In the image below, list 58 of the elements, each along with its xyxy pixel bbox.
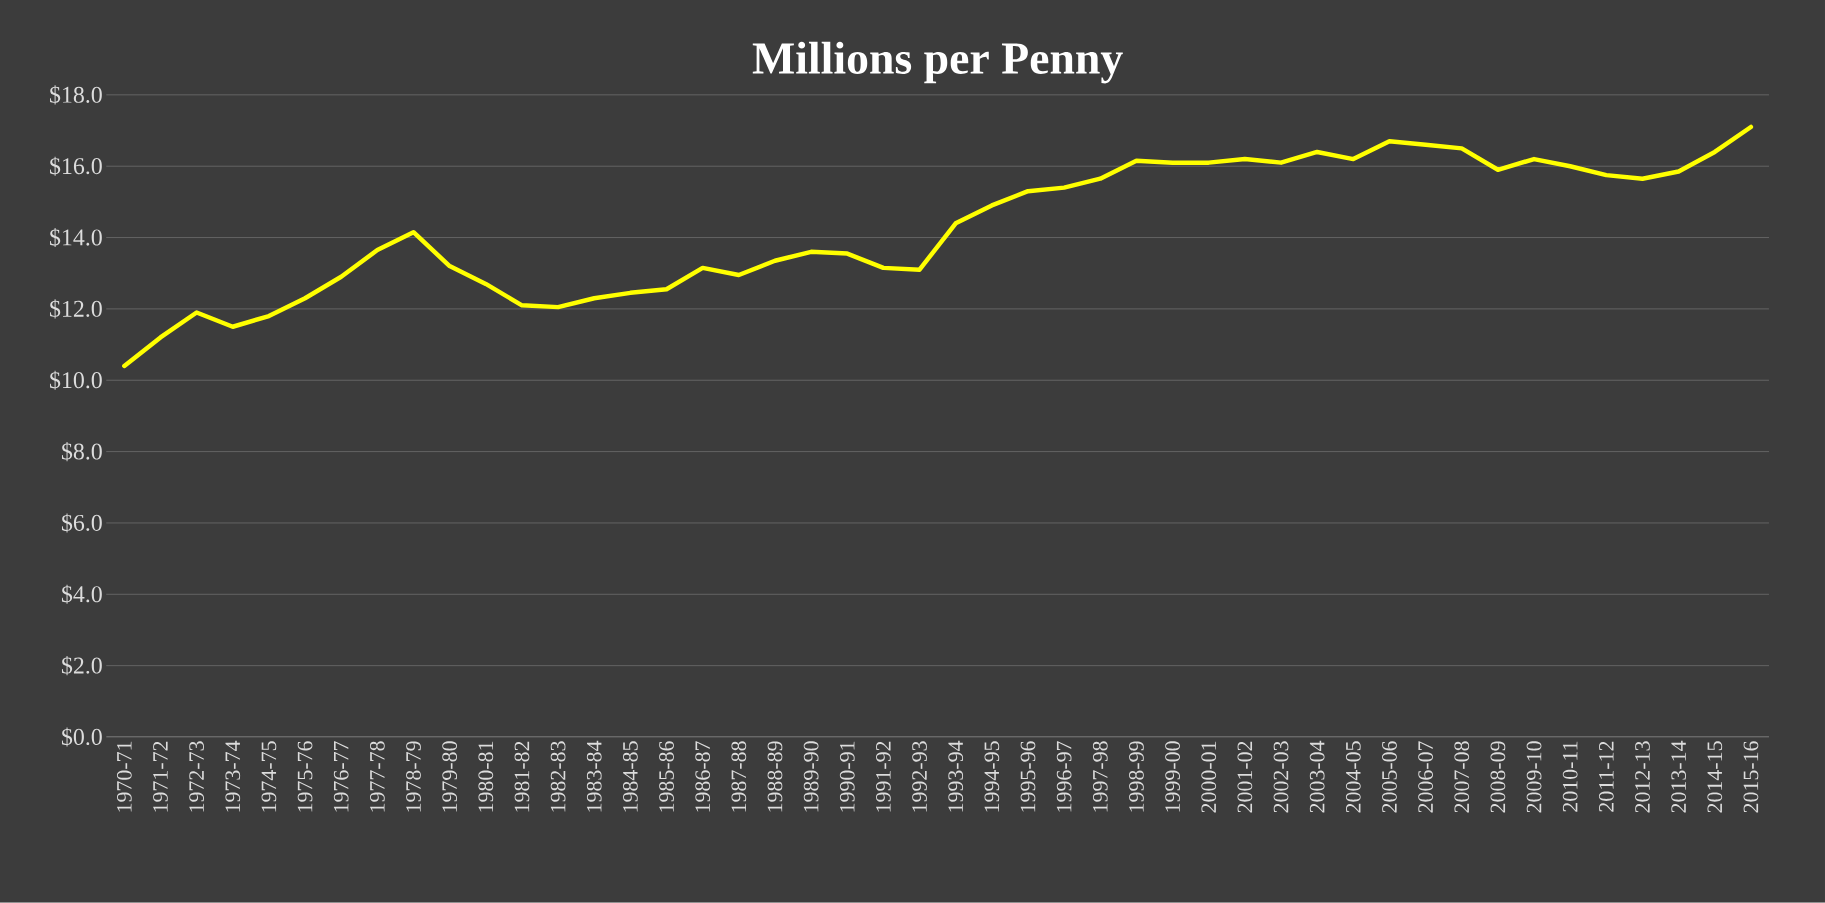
x-tick-label: 2000-01 [1201,741,1217,813]
x-tick-label: 1978-79 [406,741,421,812]
x-tick-label: 2006-07 [1418,741,1433,813]
line-series [122,124,1754,369]
x-tick-label: 2012-13 [1635,741,1650,813]
x-tick-label: 2013-14 [1671,740,1687,813]
x-tick-label: 1973-74 [225,740,241,812]
x-tick-label: 1985-86 [659,741,674,812]
x-tick-label: 1979-80 [442,741,458,812]
x-tick-label: 2003-04 [1309,740,1325,813]
x-tick-label: 2009-10 [1526,741,1542,813]
x-tick-label: 1971-72 [153,741,168,812]
x-tick-label: 1999-00 [1165,741,1180,812]
x-tick-label: 1970-71 [116,741,132,812]
y-tick-label: $6.0 [61,513,102,533]
x-tick-label: 1998-99 [1129,741,1144,812]
x-tick-label: 1993-94 [948,740,964,812]
x-tick-label: 1974-75 [261,741,277,812]
x-tick-label: 2014-15 [1707,741,1723,813]
x-tick-label: 1997-98 [1092,741,1108,812]
x-tick-label: 1984-85 [622,741,638,812]
x-tick-label: 1991-92 [876,741,891,812]
x-tick-label: 2004-05 [1345,741,1361,813]
x-tick-label: 1988-89 [767,741,783,812]
x-tick-label: 1996-97 [1056,741,1072,812]
x-tick-label: 1990-91 [839,741,855,812]
x-tick-label: 1975-76 [297,741,313,812]
x-tick-label: 2007-08 [1454,741,1470,813]
y-tick-label: $16.0 [50,156,102,176]
x-tick-label: 2001-02 [1237,741,1253,813]
x-tick-label: 2015-16 [1743,741,1759,813]
y-tick-label: $12.0 [50,299,102,319]
x-tick-label: 1986-87 [695,741,711,812]
x-tick-label: 1995-96 [1020,741,1036,812]
x-tick-label: 2008-09 [1490,741,1506,813]
x-tick-label: 2005-06 [1382,741,1397,813]
chart-title: Millions per Penny [752,41,1123,84]
x-tick-label: 2010-11 [1562,741,1578,812]
x-tick-label: 1977-78 [369,741,385,812]
x-tick-label: 1987-88 [731,741,747,812]
x-tick-label: 1976-77 [333,741,349,812]
x-tick-label: 1994-95 [984,741,1000,812]
x-tick-label: 1983-84 [586,740,602,812]
y-tick-label: $2.0 [61,656,102,676]
y-tick-label: $4.0 [61,584,102,604]
x-tick-label: 1981-82 [514,741,530,812]
y-tick-label: $10.0 [50,370,102,390]
x-tick-label: 1972-73 [189,741,204,812]
x-tick-label: 1980-81 [478,741,494,812]
x-tick-label: 2002-03 [1273,741,1289,813]
y-tick-label: $0.0 [61,727,102,747]
x-tick-label: 1989-90 [803,741,819,812]
y-tick-label: $8.0 [61,442,102,462]
x-tick-label: 1982-83 [550,741,566,812]
y-tick-label: $14.0 [50,228,102,248]
y-tick-label: $18.0 [50,85,102,105]
x-tick-label: 2011-12 [1598,741,1614,812]
x-tick-label: 1992-93 [912,741,927,812]
